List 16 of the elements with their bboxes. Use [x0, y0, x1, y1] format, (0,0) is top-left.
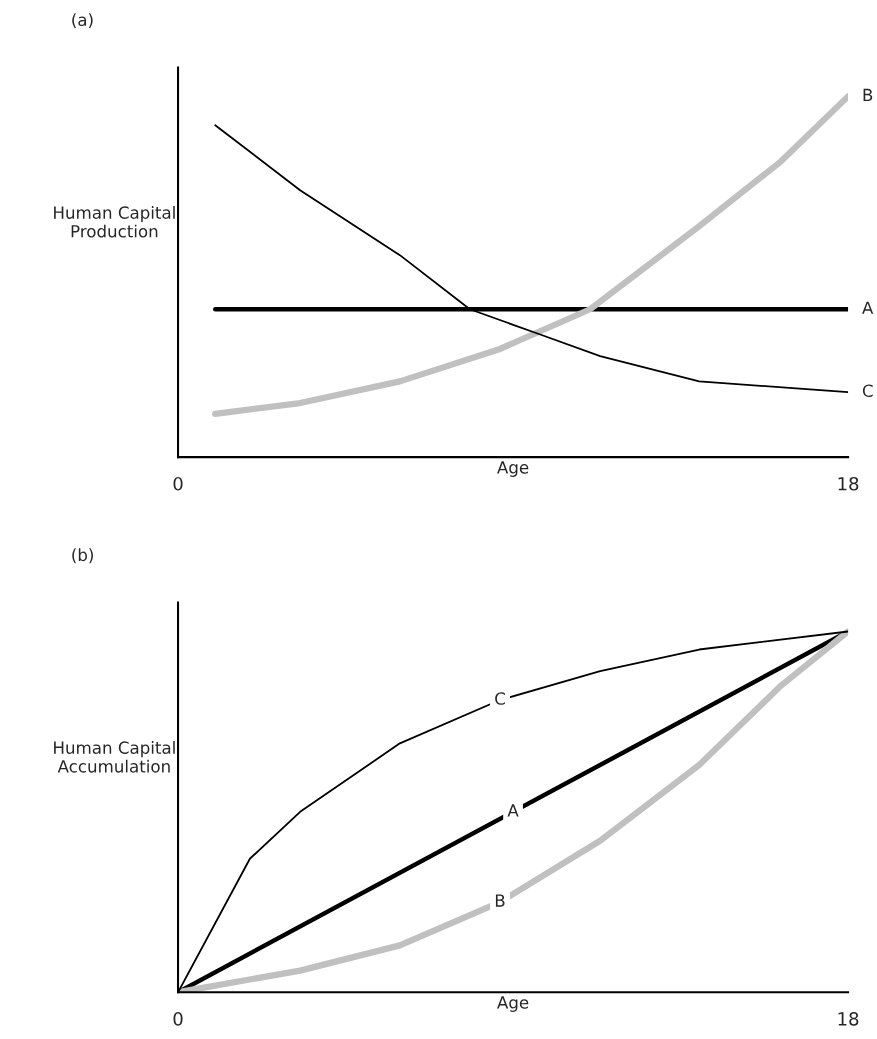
x-tick-label: 18	[838, 1012, 859, 1026]
annotation: C	[862, 384, 873, 398]
y-axis-title: Human Capital Production	[54, 205, 175, 238]
x-axis-title: Age	[497, 996, 529, 1012]
x-axis-title: Age	[497, 461, 529, 477]
annotation: B	[495, 894, 505, 907]
chart-title: (b)	[72, 548, 93, 564]
annotation: C	[495, 692, 505, 705]
annotation: A	[507, 804, 519, 817]
y-axis-title: Human Capital Accumulation	[54, 741, 175, 773]
chart-title: (a)	[72, 13, 93, 29]
x-tick-label: 18	[838, 476, 859, 491]
annotation: B	[863, 88, 873, 101]
x-tick-label: 0	[173, 1012, 183, 1026]
x-tick-label: 0	[173, 476, 183, 491]
annotation: A	[862, 301, 874, 314]
